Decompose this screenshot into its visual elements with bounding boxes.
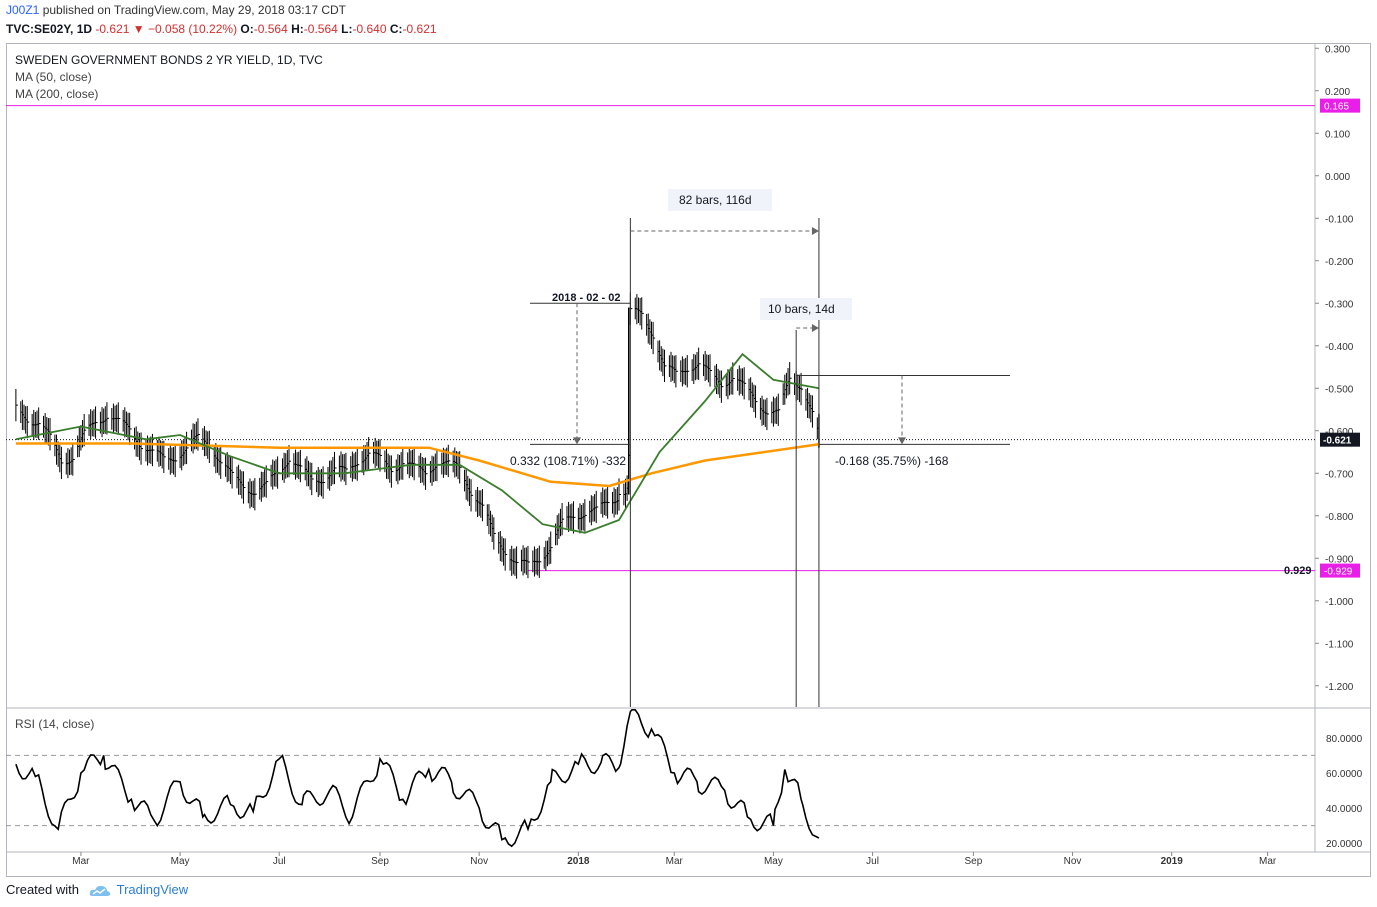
- y-tick-label: -1.000: [1325, 597, 1354, 608]
- date-range-arrowhead: [811, 227, 819, 235]
- open-label: O:: [240, 22, 254, 36]
- high-label: H:: [291, 22, 304, 36]
- created-with-text: Created with: [6, 882, 79, 897]
- low-label: L:: [341, 22, 353, 36]
- y-tick-label: -0.700: [1325, 469, 1354, 480]
- ma50-line: [15, 352, 820, 534]
- down-arrow-icon: ▼: [132, 22, 145, 36]
- current-price-badge: [1320, 432, 1360, 447]
- ohlc-header: TVC:SE02Y, 1D -0.621 ▼ −0.058 (10.22%) O…: [6, 22, 437, 36]
- y-tick-label: -0.600: [1325, 427, 1354, 438]
- bars-range2-box: [760, 298, 852, 320]
- chart-frame[interactable]: [6, 43, 1371, 877]
- y-tick-label: -0.900: [1325, 554, 1354, 565]
- current-price-label: -0.621: [1323, 436, 1352, 447]
- level-price-label: 0.165: [1324, 102, 1349, 113]
- legend-ma200: MA (200, close): [15, 87, 99, 101]
- x-tick-label: Mar: [72, 856, 90, 867]
- rsi-tick-label: 40.0000: [1326, 804, 1363, 815]
- close-value: -0.621: [402, 22, 437, 36]
- price-range-arrowhead: [573, 437, 581, 445]
- x-tick-label: Jul: [273, 856, 286, 867]
- publish-info: J00Z1 published on TradingView.com, May …: [6, 3, 346, 17]
- high-value: -0.564: [303, 22, 338, 36]
- x-tick-label: Sep: [371, 856, 389, 867]
- x-tick-label: Mar: [666, 856, 684, 867]
- level-price-label: -0.929: [1324, 567, 1353, 578]
- legend-title: SWEDEN GOVERNMENT BONDS 2 YR YIELD, 1D, …: [15, 53, 323, 67]
- y-tick-label: -0.400: [1325, 342, 1354, 353]
- x-tick-label: 2019: [1161, 856, 1184, 867]
- x-tick-label: Nov: [470, 856, 488, 867]
- bars-range2-label: 10 bars, 14d: [768, 302, 835, 316]
- legend-rsi: RSI (14, close): [15, 717, 95, 731]
- price-range2-arrowhead: [898, 437, 906, 445]
- y-tick-label: -0.300: [1325, 299, 1354, 310]
- open-value: -0.564: [253, 22, 288, 36]
- date-label: 2018 - 02 - 02: [552, 292, 621, 304]
- tradingview-brand-link[interactable]: TradingView: [116, 882, 189, 897]
- footer: Created with TradingView: [6, 882, 188, 898]
- y-tick-label: -0.800: [1325, 512, 1354, 523]
- tradingview-cloud-icon: [89, 885, 110, 896]
- y-tick-label: -1.100: [1325, 639, 1354, 650]
- y-tick-label: 0.100: [1325, 129, 1350, 140]
- rsi-tick-label: 60.0000: [1326, 769, 1363, 780]
- level-price-badge: [1320, 563, 1360, 578]
- x-tick-label: 2018: [567, 856, 590, 867]
- last-price: -0.621: [95, 22, 130, 36]
- symbol-label: TVC:SE02Y, 1D: [6, 22, 93, 36]
- x-tick-label: Nov: [1064, 856, 1082, 867]
- change-value: −0.058 (10.22%): [148, 22, 238, 36]
- y-tick-label: 0.000: [1325, 172, 1350, 183]
- rsi-tick-label: 80.0000: [1326, 734, 1363, 745]
- bars-range-label: 82 bars, 116d: [679, 193, 752, 207]
- x-tick-label: May: [171, 856, 190, 867]
- publish-text: published on TradingView.com, May 29, 20…: [39, 3, 346, 17]
- x-tick-label: May: [764, 856, 783, 867]
- legend-ma50: MA (50, close): [15, 70, 92, 84]
- y-tick-label: -0.200: [1325, 257, 1354, 268]
- y-tick-label: -1.200: [1325, 682, 1354, 693]
- y-tick-label: -0.500: [1325, 384, 1354, 395]
- y-tick-label: 0.200: [1325, 87, 1350, 98]
- y-tick-label: 0.300: [1325, 44, 1350, 55]
- date-range2-arrowhead: [811, 324, 819, 332]
- x-tick-label: Mar: [1259, 856, 1277, 867]
- x-tick-label: Sep: [964, 856, 982, 867]
- close-label: C:: [389, 22, 403, 36]
- low-value-label: 0.929: [1284, 565, 1312, 577]
- low-value: -0.640: [352, 22, 387, 36]
- price-change-label: 0.332 (108.71%) -332: [510, 454, 626, 468]
- author-link[interactable]: J00Z1: [6, 3, 40, 17]
- level-price-badge: [1320, 98, 1360, 113]
- bars-range-box: [668, 189, 772, 211]
- rsi-line: [15, 708, 820, 848]
- x-tick-label: Jul: [866, 856, 879, 867]
- price-change2-label: -0.168 (35.75%) -168: [835, 454, 949, 468]
- rsi-tick-label: 20.0000: [1326, 839, 1363, 850]
- y-tick-label: -0.100: [1325, 214, 1354, 225]
